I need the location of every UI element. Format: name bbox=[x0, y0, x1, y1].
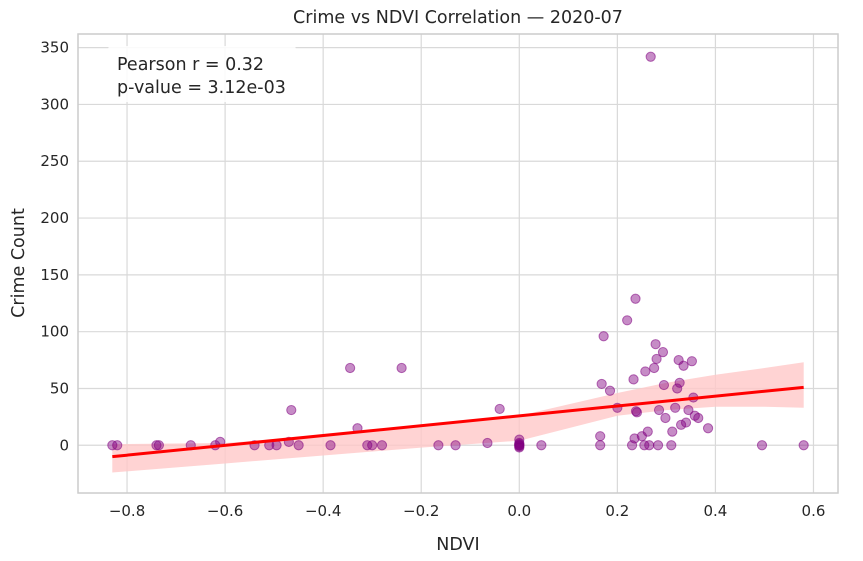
scatter-point bbox=[598, 331, 609, 342]
scatter-point bbox=[652, 440, 664, 451]
x-tick-label: −0.2 bbox=[403, 502, 439, 520]
scatter-point bbox=[271, 440, 282, 451]
scatter-point bbox=[642, 426, 653, 437]
scatter-point bbox=[670, 402, 681, 413]
scatter-point bbox=[658, 379, 670, 391]
scatter-point bbox=[657, 347, 669, 358]
scatter-point bbox=[153, 440, 165, 451]
scatter-point bbox=[798, 440, 809, 451]
x-tick-labels: −0.8 −0.6 −0.4 −0.2 0.0 0.2 0.4 0.6 bbox=[109, 502, 826, 520]
scatter-point bbox=[628, 374, 639, 385]
scatter-point bbox=[286, 404, 297, 416]
scatter-point bbox=[686, 356, 697, 367]
scatter-point bbox=[450, 440, 461, 451]
scatter-point bbox=[680, 417, 692, 428]
x-tick-label: 0.6 bbox=[802, 502, 826, 520]
scatter-point bbox=[514, 434, 525, 445]
scatter-point bbox=[651, 353, 662, 365]
scatter-point bbox=[367, 440, 378, 451]
scatter-point bbox=[325, 440, 336, 451]
scatter-point bbox=[482, 437, 493, 449]
scatter-point bbox=[672, 383, 683, 394]
scatter-point bbox=[645, 51, 656, 62]
scatter-point bbox=[631, 407, 643, 418]
scatter-point bbox=[596, 378, 607, 390]
scatter-point bbox=[756, 440, 768, 451]
annotation-box bbox=[108, 46, 296, 102]
scatter-point bbox=[112, 440, 123, 451]
x-tick-label: 0.2 bbox=[605, 502, 629, 520]
scatter-point bbox=[514, 442, 525, 453]
scatter-point bbox=[683, 404, 694, 416]
chart-title: Crime vs NDVI Correlation — 2020-07 bbox=[293, 8, 623, 28]
y-tick-labels: 0 50 100 150 200 250 300 350 bbox=[40, 39, 69, 455]
scatter-point bbox=[595, 431, 606, 442]
points-group bbox=[107, 51, 809, 453]
scatter-point bbox=[660, 412, 671, 424]
x-tick-label: −0.4 bbox=[305, 502, 341, 520]
scatter-point bbox=[693, 412, 704, 424]
scatter-point bbox=[494, 403, 505, 415]
axes-border bbox=[77, 33, 839, 494]
scatter-point bbox=[293, 440, 304, 451]
y-tick-label: 300 bbox=[40, 95, 69, 113]
x-tick-label: −0.8 bbox=[109, 502, 145, 520]
axes-frame bbox=[77, 33, 839, 494]
y-tick-label: 150 bbox=[40, 266, 69, 284]
x-tick-label: 0.0 bbox=[507, 502, 531, 520]
y-tick-label: 200 bbox=[40, 209, 69, 227]
scatter-point bbox=[675, 419, 687, 430]
y-tick-label: 350 bbox=[40, 39, 69, 57]
pearson-r-text: Pearson r = 0.32 bbox=[117, 55, 264, 75]
y-axis-label: Crime Count bbox=[9, 208, 29, 318]
x-axis-label: NDVI bbox=[436, 535, 479, 555]
regression-group bbox=[112, 385, 804, 459]
scatter-point bbox=[630, 293, 641, 304]
x-tick-label: 0.4 bbox=[703, 502, 727, 520]
scatter-point bbox=[433, 440, 444, 451]
scatter-point bbox=[595, 440, 606, 451]
scatter-point bbox=[604, 385, 616, 396]
scatter-point bbox=[514, 440, 525, 451]
scatter-point bbox=[536, 440, 547, 451]
y-tick-label: 100 bbox=[40, 323, 69, 341]
scatter-point bbox=[650, 339, 661, 350]
scatter-point bbox=[702, 423, 714, 434]
y-tick-label: 0 bbox=[59, 436, 69, 454]
scatter-point bbox=[674, 377, 685, 388]
scatter-point bbox=[396, 362, 407, 374]
scatter-point bbox=[345, 362, 356, 374]
scatter-point bbox=[376, 440, 388, 451]
regression-line bbox=[112, 385, 804, 459]
y-tick-label: 50 bbox=[50, 379, 69, 397]
scatter-point bbox=[649, 362, 660, 374]
plot-area bbox=[78, 34, 838, 493]
x-tick-label: −0.6 bbox=[207, 502, 243, 520]
scatter-point bbox=[644, 440, 655, 451]
scatter-point bbox=[666, 440, 677, 451]
p-value-text: p-value = 3.12e-03 bbox=[117, 78, 286, 98]
scatter-point bbox=[653, 404, 665, 416]
scatter-point bbox=[640, 366, 651, 377]
scatter-point bbox=[151, 440, 162, 451]
scatter-point bbox=[622, 315, 633, 326]
scatter-point bbox=[667, 426, 678, 437]
y-tick-label: 250 bbox=[40, 152, 69, 170]
scatter-point bbox=[678, 360, 689, 371]
